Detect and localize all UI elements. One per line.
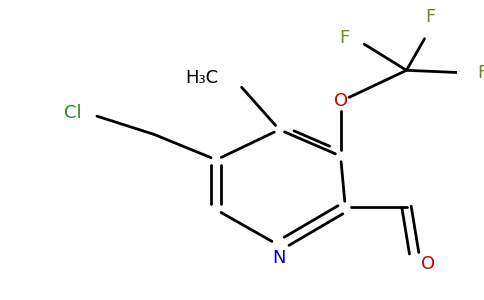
- Text: F: F: [340, 29, 350, 47]
- Text: O: O: [421, 255, 435, 273]
- Text: O: O: [333, 92, 348, 110]
- Text: Cl: Cl: [64, 104, 81, 122]
- Text: F: F: [477, 64, 484, 82]
- Text: N: N: [272, 249, 286, 267]
- Text: H₃C: H₃C: [185, 69, 218, 87]
- Text: F: F: [425, 8, 435, 26]
